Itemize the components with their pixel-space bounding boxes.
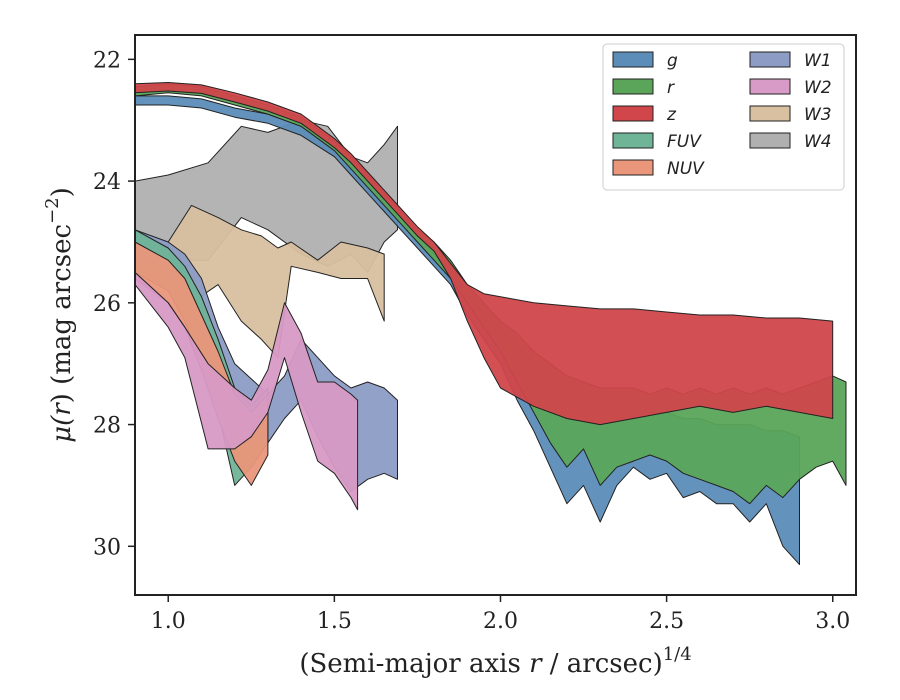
legend-label-w2: W2 bbox=[804, 78, 832, 98]
y-tick-label: 28 bbox=[93, 414, 121, 439]
x-tick-label: 1.0 bbox=[151, 609, 186, 634]
x-axis: 1.0 1.5 2.0 2.5 3.0 bbox=[151, 595, 850, 634]
band-w2 bbox=[135, 271, 359, 511]
legend-label-w3: W3 bbox=[804, 105, 832, 125]
y-tick-label: 26 bbox=[93, 292, 121, 317]
legend-swatch-g bbox=[612, 51, 654, 68]
legend-swatch-w4 bbox=[749, 132, 791, 149]
legend: grz FUV NUV W1 W2 W3 W4 bbox=[602, 43, 845, 191]
band-z bbox=[135, 82, 834, 426]
y-tick-label: 22 bbox=[93, 48, 121, 73]
legend-label-z: z bbox=[666, 105, 677, 125]
legend-swatch-w3 bbox=[749, 105, 791, 122]
legend-swatch-fuv bbox=[612, 132, 654, 149]
legend-swatch-w1 bbox=[749, 51, 791, 68]
legend-label-w4: W4 bbox=[804, 132, 832, 152]
plot-area bbox=[135, 82, 847, 566]
legend-label-w1: W1 bbox=[804, 51, 832, 71]
legend-swatch-z bbox=[612, 105, 654, 122]
x-tick-label: 2.5 bbox=[649, 609, 684, 634]
x-axis-label: (Semi-major axis r / arcsec)1/4 bbox=[299, 644, 691, 679]
plot-frame bbox=[134, 34, 857, 596]
legend-label-fuv: FUV bbox=[667, 132, 702, 152]
x-tick-label: 1.5 bbox=[317, 609, 352, 634]
legend-swatch-r bbox=[612, 78, 654, 95]
y-axis-label: μ(r) (mag arcsec−2) bbox=[42, 187, 77, 443]
x-tick-label: 3.0 bbox=[815, 609, 850, 634]
x-tick-label: 2.0 bbox=[483, 609, 518, 634]
y-tick-label: 24 bbox=[93, 170, 121, 195]
band-w3 bbox=[167, 204, 385, 359]
legend-label-nuv: NUV bbox=[667, 159, 705, 179]
legend-label-g: g bbox=[667, 51, 678, 71]
y-axis: 22 24 26 28 30 bbox=[93, 48, 135, 560]
legend-swatch-w2 bbox=[749, 78, 791, 95]
legend-swatch-nuv bbox=[612, 159, 654, 176]
legend-label-r: r bbox=[667, 78, 675, 98]
y-tick-label: 30 bbox=[93, 535, 121, 560]
